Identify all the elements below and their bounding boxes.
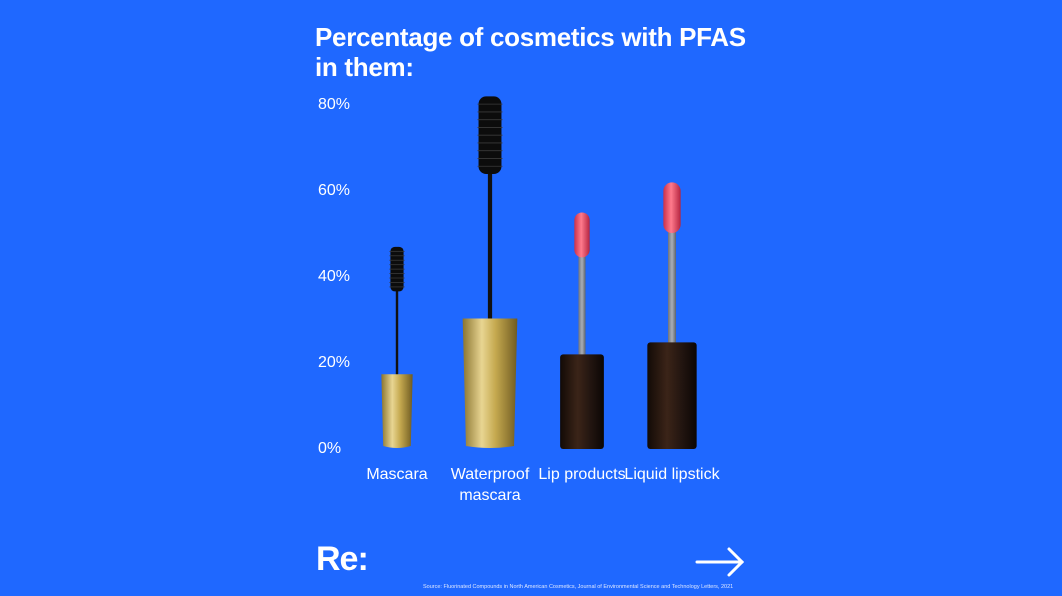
chart-title: Percentage of cosmetics with PFAS in the… [315,22,746,82]
stick [578,255,586,357]
y-tick-label: 80% [318,96,351,113]
cap [560,354,604,449]
tube [462,318,518,448]
y-tick-label: 60% [318,182,351,199]
x-tick-label: Mascara [366,466,428,483]
logo: Re: [316,540,369,578]
wand [487,171,493,321]
cap [647,342,697,449]
y-tick-label: 20% [318,354,351,371]
y-tick-label: 0% [318,440,342,457]
applicator [574,212,590,258]
arrow-head [727,547,745,577]
x-tick-label: Waterproof mascara [450,466,530,504]
y-tick-label: 40% [318,268,351,285]
next-arrow[interactable] [695,547,745,577]
product-bar [381,246,413,448]
x-tick-label: Lip products [538,466,626,483]
product-bar [560,212,604,449]
x-tick-label: Liquid lipstick [624,466,720,483]
applicator [663,182,681,234]
product-bar [462,96,518,448]
product-bar [647,182,697,449]
wand [395,289,399,377]
source-note: Source: Fluorinated Compounds in North A… [423,584,734,590]
stick [668,231,676,345]
tube [381,374,413,448]
